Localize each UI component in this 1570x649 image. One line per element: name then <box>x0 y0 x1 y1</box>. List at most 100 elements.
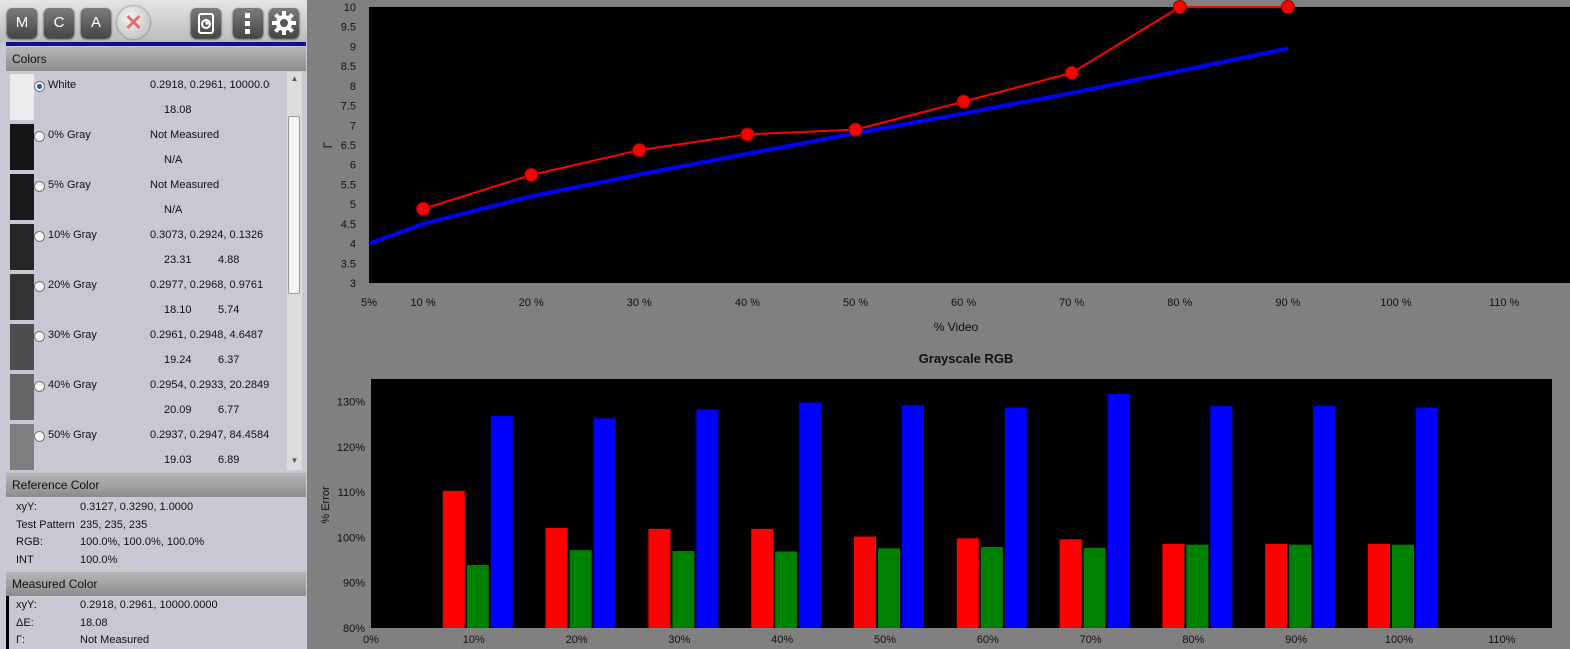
measured-label: Γ: <box>16 634 26 646</box>
measured-gamma-point <box>632 143 647 158</box>
more-vertical-icon <box>245 13 250 34</box>
color-row[interactable]: 50% Gray 0.2937, 0.2947, 84.4584 19.03 6.89 <box>6 422 286 470</box>
color-gamma: 6.77 <box>218 404 240 416</box>
x-tick-label: 10% <box>463 634 485 646</box>
gear-icon <box>272 11 296 35</box>
reference-value: 100.0%, 100.0%, 100.0% <box>80 536 205 548</box>
colors-header: Colors <box>6 47 306 71</box>
y-tick-label: 9.5 <box>341 22 356 34</box>
color-delta-e: N/A <box>164 154 183 166</box>
color-swatch <box>10 124 34 170</box>
measured-color-header: Measured Color <box>6 572 306 596</box>
color-radio[interactable] <box>34 181 45 192</box>
green-bar <box>466 565 489 628</box>
y-tick-label: 8 <box>350 81 356 93</box>
green-bar <box>672 551 695 628</box>
x-tick-label: 80 % <box>1167 297 1192 309</box>
x-tick-label: 70% <box>1080 634 1102 646</box>
close-button[interactable]: ✕ <box>117 6 150 39</box>
settings-button[interactable] <box>269 8 299 38</box>
reference-label: RGB: <box>16 536 43 548</box>
reference-label: INT <box>16 553 34 566</box>
more-options-button[interactable] <box>233 8 263 38</box>
green-bar <box>1083 547 1106 628</box>
color-row[interactable]: 10% Gray 0.3073, 0.2924, 0.1326 23.31 4.88 <box>6 222 286 272</box>
measured-row: xyY: 0.2918, 0.2961, 10000.0000 <box>16 599 218 611</box>
x-tick-label: 5% <box>361 297 377 309</box>
c-button[interactable]: C <box>44 8 74 38</box>
color-name: 40% Gray <box>48 379 97 391</box>
reference-value: 0.3127, 0.3290, 1.0000 <box>80 501 194 513</box>
measured-row: ΔE: 18.08 <box>16 617 108 629</box>
x-tick-label: 100 % <box>1380 297 1411 309</box>
color-xyy: 0.2961, 0.2948, 4.6487 <box>150 329 264 341</box>
color-radio[interactable] <box>34 81 45 92</box>
y-tick-label: 5 <box>350 199 356 211</box>
color-row[interactable]: 30% Gray 0.2961, 0.2948, 4.6487 19.24 6.37 <box>6 322 286 372</box>
y-tick-label: 9 <box>350 41 356 53</box>
color-row[interactable]: White 0.2918, 0.2961, 10000.0000 18.08 <box>6 72 286 122</box>
color-xyy: 0.2937, 0.2947, 84.4584 <box>150 429 270 441</box>
red-bar <box>648 528 671 628</box>
color-radio[interactable] <box>34 131 45 142</box>
y-tick-label: 3.5 <box>341 258 356 270</box>
red-bar <box>442 490 465 628</box>
color-row[interactable]: 40% Gray 0.2954, 0.2933, 20.2849 20.09 6.77 <box>6 372 286 422</box>
a-button[interactable]: A <box>81 8 111 38</box>
reference-row: INT 100.0% <box>16 554 117 566</box>
y-axis-label: % Error <box>320 486 332 524</box>
color-name: White <box>48 79 77 91</box>
color-radio[interactable] <box>34 381 45 392</box>
red-bar <box>1368 543 1390 628</box>
measured-label: ΔE: <box>16 616 34 629</box>
green-bar <box>1186 544 1209 628</box>
color-delta-e: N/A <box>164 204 183 216</box>
reference-value: 100.0% <box>80 553 118 566</box>
green-bar <box>1392 544 1414 628</box>
red-bar <box>854 536 876 628</box>
red-bar <box>751 528 774 628</box>
y-tick-label: 8.5 <box>341 61 356 73</box>
color-row[interactable]: 0% Gray Not Measured N/A <box>6 122 286 172</box>
m-button[interactable]: M <box>7 8 37 38</box>
color-delta-e: 19.03 <box>164 454 192 466</box>
toolbar-divider <box>6 42 306 46</box>
toolbar: M C A ✕ <box>0 0 307 42</box>
scroll-thumb[interactable] <box>288 116 300 294</box>
x-tick-label: 30% <box>668 634 690 646</box>
scroll-up-icon[interactable]: ▲ <box>290 74 299 83</box>
report-button[interactable] <box>191 8 221 38</box>
color-name: 10% Gray <box>48 229 97 241</box>
color-radio[interactable] <box>34 431 45 442</box>
color-name: 30% Gray <box>48 329 97 341</box>
color-name: 5% Gray <box>48 179 91 191</box>
color-radio[interactable] <box>34 331 45 342</box>
green-bar <box>878 548 900 628</box>
color-radio[interactable] <box>34 281 45 292</box>
y-tick-label: 90% <box>343 578 365 590</box>
color-row[interactable]: 5% Gray Not Measured N/A <box>6 172 286 222</box>
y-tick-label: 100% <box>337 532 365 544</box>
blue-bar <box>1210 406 1233 628</box>
x-tick-label: 0% <box>363 634 379 646</box>
color-xyy: 0.2918, 0.2961, 10000.0000 <box>150 79 270 91</box>
x-tick-label: 90% <box>1285 634 1307 646</box>
red-bar <box>956 538 979 628</box>
reference-row: Test Pattern 235, 235, 235 <box>16 519 147 531</box>
charts-area: 3 3.5 4 4.5 5 5.5 6 6.5 7 7.5 8 8.5 9 9.5 10 5% 10 % 20 %… <box>307 0 1570 649</box>
x-tick-label: 40 % <box>735 297 760 309</box>
red-bar <box>1265 543 1288 628</box>
red-bar <box>1162 543 1185 628</box>
reference-label: Test Pattern <box>16 518 75 531</box>
measured-label: xyY: <box>16 599 37 611</box>
x-tick-label: 60% <box>977 634 999 646</box>
color-swatch <box>10 424 34 470</box>
color-radio[interactable] <box>34 231 45 242</box>
color-row[interactable]: 20% Gray 0.2977, 0.2968, 0.9761 18.10 5.74 <box>6 272 286 322</box>
colors-scrollbar[interactable]: ▲ ▼ <box>287 72 302 470</box>
scroll-down-icon[interactable]: ▼ <box>290 456 299 465</box>
reference-value: 235, 235, 235 <box>80 518 148 531</box>
color-swatch <box>10 274 34 320</box>
reference-color-header: Reference Color <box>6 473 306 497</box>
color-delta-e: 18.08 <box>164 104 192 116</box>
